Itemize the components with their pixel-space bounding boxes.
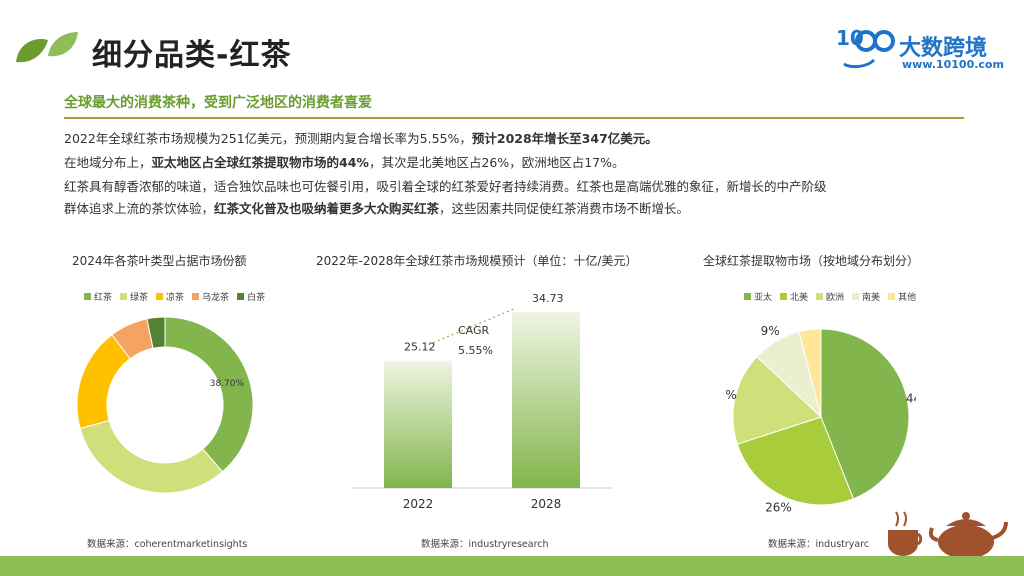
chart3-data-label: 44% <box>906 391 916 405</box>
paragraph-1: 2022年全球红茶市场规模为251亿美元，预测期内复合增长率为5.55%，预计2… <box>64 128 658 147</box>
header-divider <box>64 117 964 119</box>
chart3-legend-item: 亚太 <box>744 290 772 303</box>
footer-bar <box>0 556 1024 576</box>
chart3-legend-swatch <box>852 293 860 300</box>
chart1-slice <box>79 419 224 494</box>
chart3-legend-item: 其他 <box>888 290 916 303</box>
chart3-legend-label: 欧洲 <box>826 293 845 303</box>
chart3-legend-swatch <box>744 293 751 300</box>
paragraph-2: 在地域分布上，亚太地区占全球红茶提取物市场的44%，其次是北美地区占26%，欧洲… <box>64 152 625 171</box>
brand-logo-icon <box>843 30 895 69</box>
chart2-source: 数据来源：industryresearch <box>421 539 549 550</box>
paragraph-1-highlight: 预计2028年增长至347亿美元。 <box>471 131 658 146</box>
chart1-legend-swatch <box>120 293 128 300</box>
chart3-legend-label: 其他 <box>898 293 917 303</box>
chart2-value-label: 25.12 <box>404 341 436 354</box>
chart1-slice <box>164 316 254 473</box>
chart2-title: 2022年-2028年全球红茶市场规模预计（单位：十亿/美元） <box>316 254 638 268</box>
chart1-legend-item: 凉茶 <box>156 290 184 303</box>
paragraph-2-text-a: 在地域分布上， <box>64 155 152 170</box>
chart2-cagr-label: CAGR <box>458 324 490 337</box>
chart1-legend-label: 绿茶 <box>130 293 149 303</box>
chart1-slice <box>146 316 166 349</box>
brand-logo-digits: 10 <box>836 26 864 50</box>
chart3-data-label: 17% <box>726 388 737 402</box>
chart3-slice <box>820 328 910 500</box>
chart3-slice <box>798 328 822 418</box>
chart1-legend-item: 红茶 <box>84 290 112 303</box>
chart1-title: 2024年各茶叶类型占据市场份额 <box>72 254 247 268</box>
chart3-source: 数据来源：industryarc <box>768 539 870 550</box>
chart3-title: 全球红茶提取物市场（按地域分布划分） <box>703 254 920 268</box>
chart3-data-label: 4% <box>799 322 818 325</box>
chart3-legend: 亚太 北美 欧洲 南美 其他 <box>744 290 916 303</box>
chart3-legend-item: 北美 <box>780 290 808 303</box>
chart3-slice <box>732 356 822 445</box>
leaf-logo-icon <box>16 32 78 63</box>
chart2-bar-chart: 25.12 2022 34.73 2028 CAGR 5.55% <box>352 292 612 511</box>
chart1-legend-label: 乌龙茶 <box>202 293 230 303</box>
chart1-legend-label: 白茶 <box>247 293 266 303</box>
chart2-bar <box>512 312 580 488</box>
brand-name: 大数跨境 <box>899 36 988 61</box>
chart1-source: 数据来源：coherentmarketinsights <box>87 539 248 550</box>
paragraph-2-text-c: ，其次是北美地区占26%，欧洲地区占17%。 <box>368 155 625 170</box>
chart3-legend-swatch <box>816 293 824 300</box>
paragraph-4: 群体追求上流的茶饮体验，红茶文化普及也吸纳着更多大众购买红茶，这些因素共同促使红… <box>64 198 689 217</box>
chart3-data-label: 26% <box>765 500 792 512</box>
chart1-legend-item: 绿茶 <box>120 290 148 303</box>
chart1-legend-swatch <box>156 293 164 300</box>
chart1-legend-swatch <box>192 293 200 300</box>
chart3-data-label: 9% <box>761 324 780 338</box>
chart3-legend-label: 南美 <box>862 293 881 303</box>
brand-logo: 10 <box>836 24 900 70</box>
paragraph-4-highlight: 红茶文化普及也吸纳着更多大众购买红茶 <box>214 201 440 216</box>
page-title: 细分品类-红茶 <box>92 38 292 73</box>
chart1-data-label: 38.70% <box>210 379 245 389</box>
paragraph-1-text: 2022年全球红茶市场规模为251亿美元，预测期内复合增长率为5.55%， <box>64 131 472 146</box>
paragraph-3: 红茶具有醇香浓郁的味道，适合独饮品味也可佐餐引用，吸引着全球的红茶爱好者持续消费… <box>64 179 827 194</box>
chart2-cagr-value: 5.55% <box>458 344 493 357</box>
chart1-legend: 红茶 绿茶 凉茶 乌龙茶 白茶 <box>84 290 265 303</box>
paragraph-4-text-c: ，这些因素共同促使红茶消费市场不断增长。 <box>439 201 690 216</box>
paragraph-4-text-a: 群体追求上流的茶饮体验， <box>64 201 215 216</box>
chart2-cagr-line <box>423 307 517 348</box>
chart2-tick-label: 2022 <box>403 497 434 511</box>
brand-url: www.10100.com <box>902 58 1004 71</box>
chart3-slice <box>736 416 855 506</box>
chart3-legend-swatch <box>888 293 896 300</box>
chart3-legend-label: 亚太 <box>754 293 773 303</box>
chart3-legend-swatch <box>780 293 788 300</box>
chart2-value-label: 34.73 <box>532 292 564 305</box>
paragraph-2-highlight: 亚太地区占全球红茶提取物市场的44% <box>151 155 369 170</box>
chart1-legend-label: 凉茶 <box>166 293 185 303</box>
chart3-pie: 44% 26% 17% 9% 4% <box>726 322 916 512</box>
chart3-legend-label: 北美 <box>790 293 809 303</box>
chart1-legend-swatch <box>237 293 245 300</box>
chart1-legend-item: 白茶 <box>237 290 265 303</box>
chart2-tick-label: 2028 <box>531 497 562 511</box>
teapot-cup-icon <box>888 511 1008 559</box>
chart3-legend-item: 南美 <box>852 290 880 303</box>
page-subtitle: 全球最大的消费茶种，受到广泛地区的消费者喜爱 <box>64 95 372 111</box>
chart3-legend-item: 欧洲 <box>816 290 844 303</box>
chart1-legend-swatch <box>84 293 91 300</box>
chart1-donut: 38.70% <box>76 316 254 494</box>
chart1-legend-label: 红茶 <box>94 293 113 303</box>
chart1-legend-item: 乌龙茶 <box>192 290 229 303</box>
chart2-bar <box>384 360 452 488</box>
